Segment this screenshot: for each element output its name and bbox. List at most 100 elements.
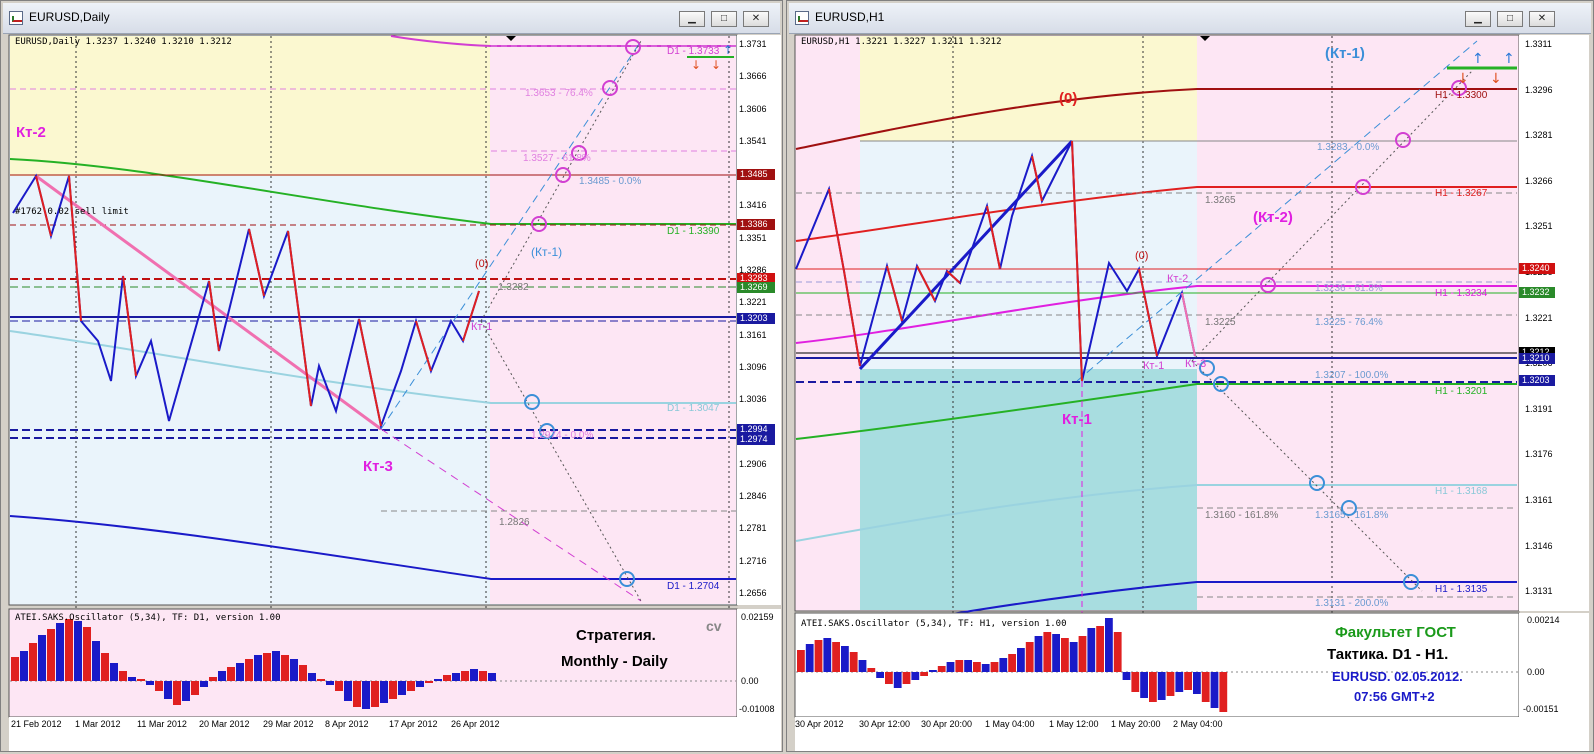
chart-app-icon bbox=[9, 11, 23, 25]
oscillator-bar bbox=[29, 643, 37, 681]
oscillator-label-daily: ATEI.SAKS.Oscillator (5,34), TF: D1, ver… bbox=[15, 613, 281, 623]
level-label-a: 1.3265 bbox=[1205, 195, 1236, 206]
price-axis-tick: 1.3296 bbox=[1525, 84, 1553, 95]
price-tag: 1.3212 bbox=[1519, 347, 1555, 358]
annotation-kt2p: (Кт-2) bbox=[1253, 209, 1293, 226]
price-axis-tick: 1.3131 bbox=[1525, 586, 1553, 597]
oscillator-bar bbox=[38, 635, 46, 681]
annotation-zero2: (0) bbox=[1135, 250, 1149, 262]
oscillator-bar bbox=[1166, 672, 1175, 696]
close-button[interactable]: ✕ bbox=[1529, 11, 1555, 27]
oscillator-bar bbox=[443, 675, 451, 681]
oscillator-bar bbox=[1157, 672, 1166, 700]
oscillator-bar bbox=[1069, 642, 1078, 672]
d1-label-1: D1 - 1.3733 bbox=[667, 46, 720, 57]
annotation-zero: (0) bbox=[475, 258, 489, 270]
oscillator-bar bbox=[353, 681, 361, 707]
oscillator-bar bbox=[101, 653, 109, 681]
oscillator-bar bbox=[1201, 672, 1210, 702]
price-axis-h1: 1.33111.32961.32811.32661.32511.32361.32… bbox=[1525, 35, 1585, 611]
oscillator-bar bbox=[308, 673, 316, 681]
oscillator-bar bbox=[380, 681, 388, 703]
oscillator-bar bbox=[263, 653, 271, 681]
chart-area-daily[interactable]: ↓ ↓ ↑ bbox=[1, 1, 784, 753]
oscillator-bar bbox=[1078, 636, 1087, 672]
oscillator-bar bbox=[867, 668, 876, 672]
oscillator-bar bbox=[83, 627, 91, 681]
oscillator-bar bbox=[1025, 642, 1034, 672]
annotation-kt2-small: Кт-2 bbox=[1167, 273, 1189, 285]
oscillator-bar bbox=[137, 679, 145, 681]
oscillator-bar bbox=[832, 642, 840, 672]
chart-window-h1[interactable]: EURUSD,H1 ▁ □ ✕ bbox=[786, 0, 1594, 752]
osc-axis-top: 0.02159 bbox=[741, 612, 774, 622]
close-button[interactable]: ✕ bbox=[743, 11, 769, 27]
oscillator-bar bbox=[911, 672, 920, 680]
date-axis-label: 21 Feb 2012 bbox=[11, 719, 62, 729]
annotation-kt2: Кт-2 bbox=[16, 124, 46, 141]
price-axis-tick: 1.3221 bbox=[739, 297, 767, 308]
window-title: EURUSD,H1 bbox=[815, 10, 885, 24]
oscillator-bar bbox=[425, 681, 433, 683]
oscillator-bar bbox=[964, 660, 972, 672]
maximize-button[interactable]: □ bbox=[1497, 11, 1523, 27]
price-axis-tick: 1.3351 bbox=[739, 232, 767, 243]
fib-label-e: 1.3160 - 161.8% bbox=[1205, 510, 1279, 521]
oscillator-bar bbox=[218, 671, 226, 681]
oscillator-bar bbox=[1017, 648, 1025, 672]
svg-text:↓: ↓ bbox=[1457, 71, 1469, 87]
oscillator-bar bbox=[797, 650, 805, 672]
date-axis-label: 2 May 04:00 bbox=[1173, 719, 1223, 729]
window-titlebar[interactable]: EURUSD,H1 ▁ □ ✕ bbox=[789, 3, 1591, 34]
level-label-b: 1.3225 bbox=[1205, 317, 1236, 328]
window-titlebar[interactable]: EURUSD,Daily ▁ □ ✕ bbox=[3, 3, 780, 34]
h1-label-c: H1 - 1.3234 bbox=[1435, 288, 1488, 299]
date-axis-label: 1 May 20:00 bbox=[1111, 719, 1161, 729]
oscillator-bar bbox=[920, 672, 928, 676]
maximize-button[interactable]: □ bbox=[711, 11, 737, 27]
price-axis-tick: 1.3161 bbox=[1525, 495, 1553, 505]
date-axis-label: 17 Apr 2012 bbox=[389, 719, 438, 729]
date-axis-daily: 21 Feb 2012 1 Mar 2012 11 Mar 2012 20 Mar 2… bbox=[9, 719, 739, 739]
oscillator-bar bbox=[461, 671, 469, 681]
fib-label-d: 1.3207 - 100.0% bbox=[1315, 370, 1389, 381]
oscillator-bar bbox=[191, 681, 199, 695]
annotation-zero: (0) bbox=[1059, 90, 1078, 107]
price-tag: 1.2974 bbox=[737, 434, 775, 445]
annotation-kt3: Кт-3 bbox=[363, 458, 393, 475]
oscillator-bar bbox=[885, 672, 893, 684]
svg-text:↑: ↑ bbox=[1503, 51, 1515, 67]
oscillator-bar bbox=[362, 681, 370, 709]
price-tag: 1.3240 bbox=[1519, 263, 1555, 274]
annotation-kt1-small: Кт-1 bbox=[1143, 360, 1165, 372]
annotation-kt1: Кт-1 bbox=[471, 321, 493, 333]
fib-label-4: 1.2974 - 0.0% bbox=[531, 430, 594, 441]
oscillator-bar bbox=[236, 663, 244, 681]
oscillator-bar bbox=[416, 681, 424, 687]
oscillator-bar bbox=[999, 658, 1008, 672]
price-axis-tick: 1.3266 bbox=[1525, 175, 1553, 186]
chart-window-daily[interactable]: EURUSD,Daily ▁ □ ✕ bbox=[0, 0, 783, 752]
oscillator-bar bbox=[1052, 634, 1060, 672]
price-tag: 1.3203 bbox=[1519, 375, 1555, 386]
price-axis-tick: 1.3731 bbox=[739, 39, 767, 49]
oscillator-bar bbox=[1140, 672, 1148, 698]
oscillator-bar bbox=[200, 681, 208, 687]
fib-label-f: 1.3165 - 161.8% bbox=[1315, 510, 1389, 521]
oscillator-bar bbox=[1193, 672, 1201, 694]
chart-area-h1[interactable]: ↑ ↑ ↓ ↓ bbox=[787, 1, 1594, 753]
price-axis-tick: 1.3416 bbox=[739, 200, 767, 211]
oscillator-bar bbox=[56, 623, 64, 681]
price-tag: 1.3386 bbox=[737, 219, 775, 230]
window-title: EURUSD,Daily bbox=[29, 10, 110, 24]
minimize-button[interactable]: ▁ bbox=[679, 11, 705, 27]
date-axis-label: 1 May 04:00 bbox=[985, 719, 1035, 729]
fib-label-b: 1.3236 - 61.8% bbox=[1315, 283, 1383, 294]
price-tag: 1.3210 bbox=[1519, 353, 1555, 364]
oscillator-bar bbox=[128, 677, 136, 681]
price-axis-tick: 1.3311 bbox=[1525, 39, 1552, 49]
fib-label-3: 1.3485 - 0.0% bbox=[579, 176, 642, 187]
oscillator-bar bbox=[119, 671, 127, 681]
oscillator-bar bbox=[1210, 672, 1219, 708]
minimize-button[interactable]: ▁ bbox=[1465, 11, 1491, 27]
